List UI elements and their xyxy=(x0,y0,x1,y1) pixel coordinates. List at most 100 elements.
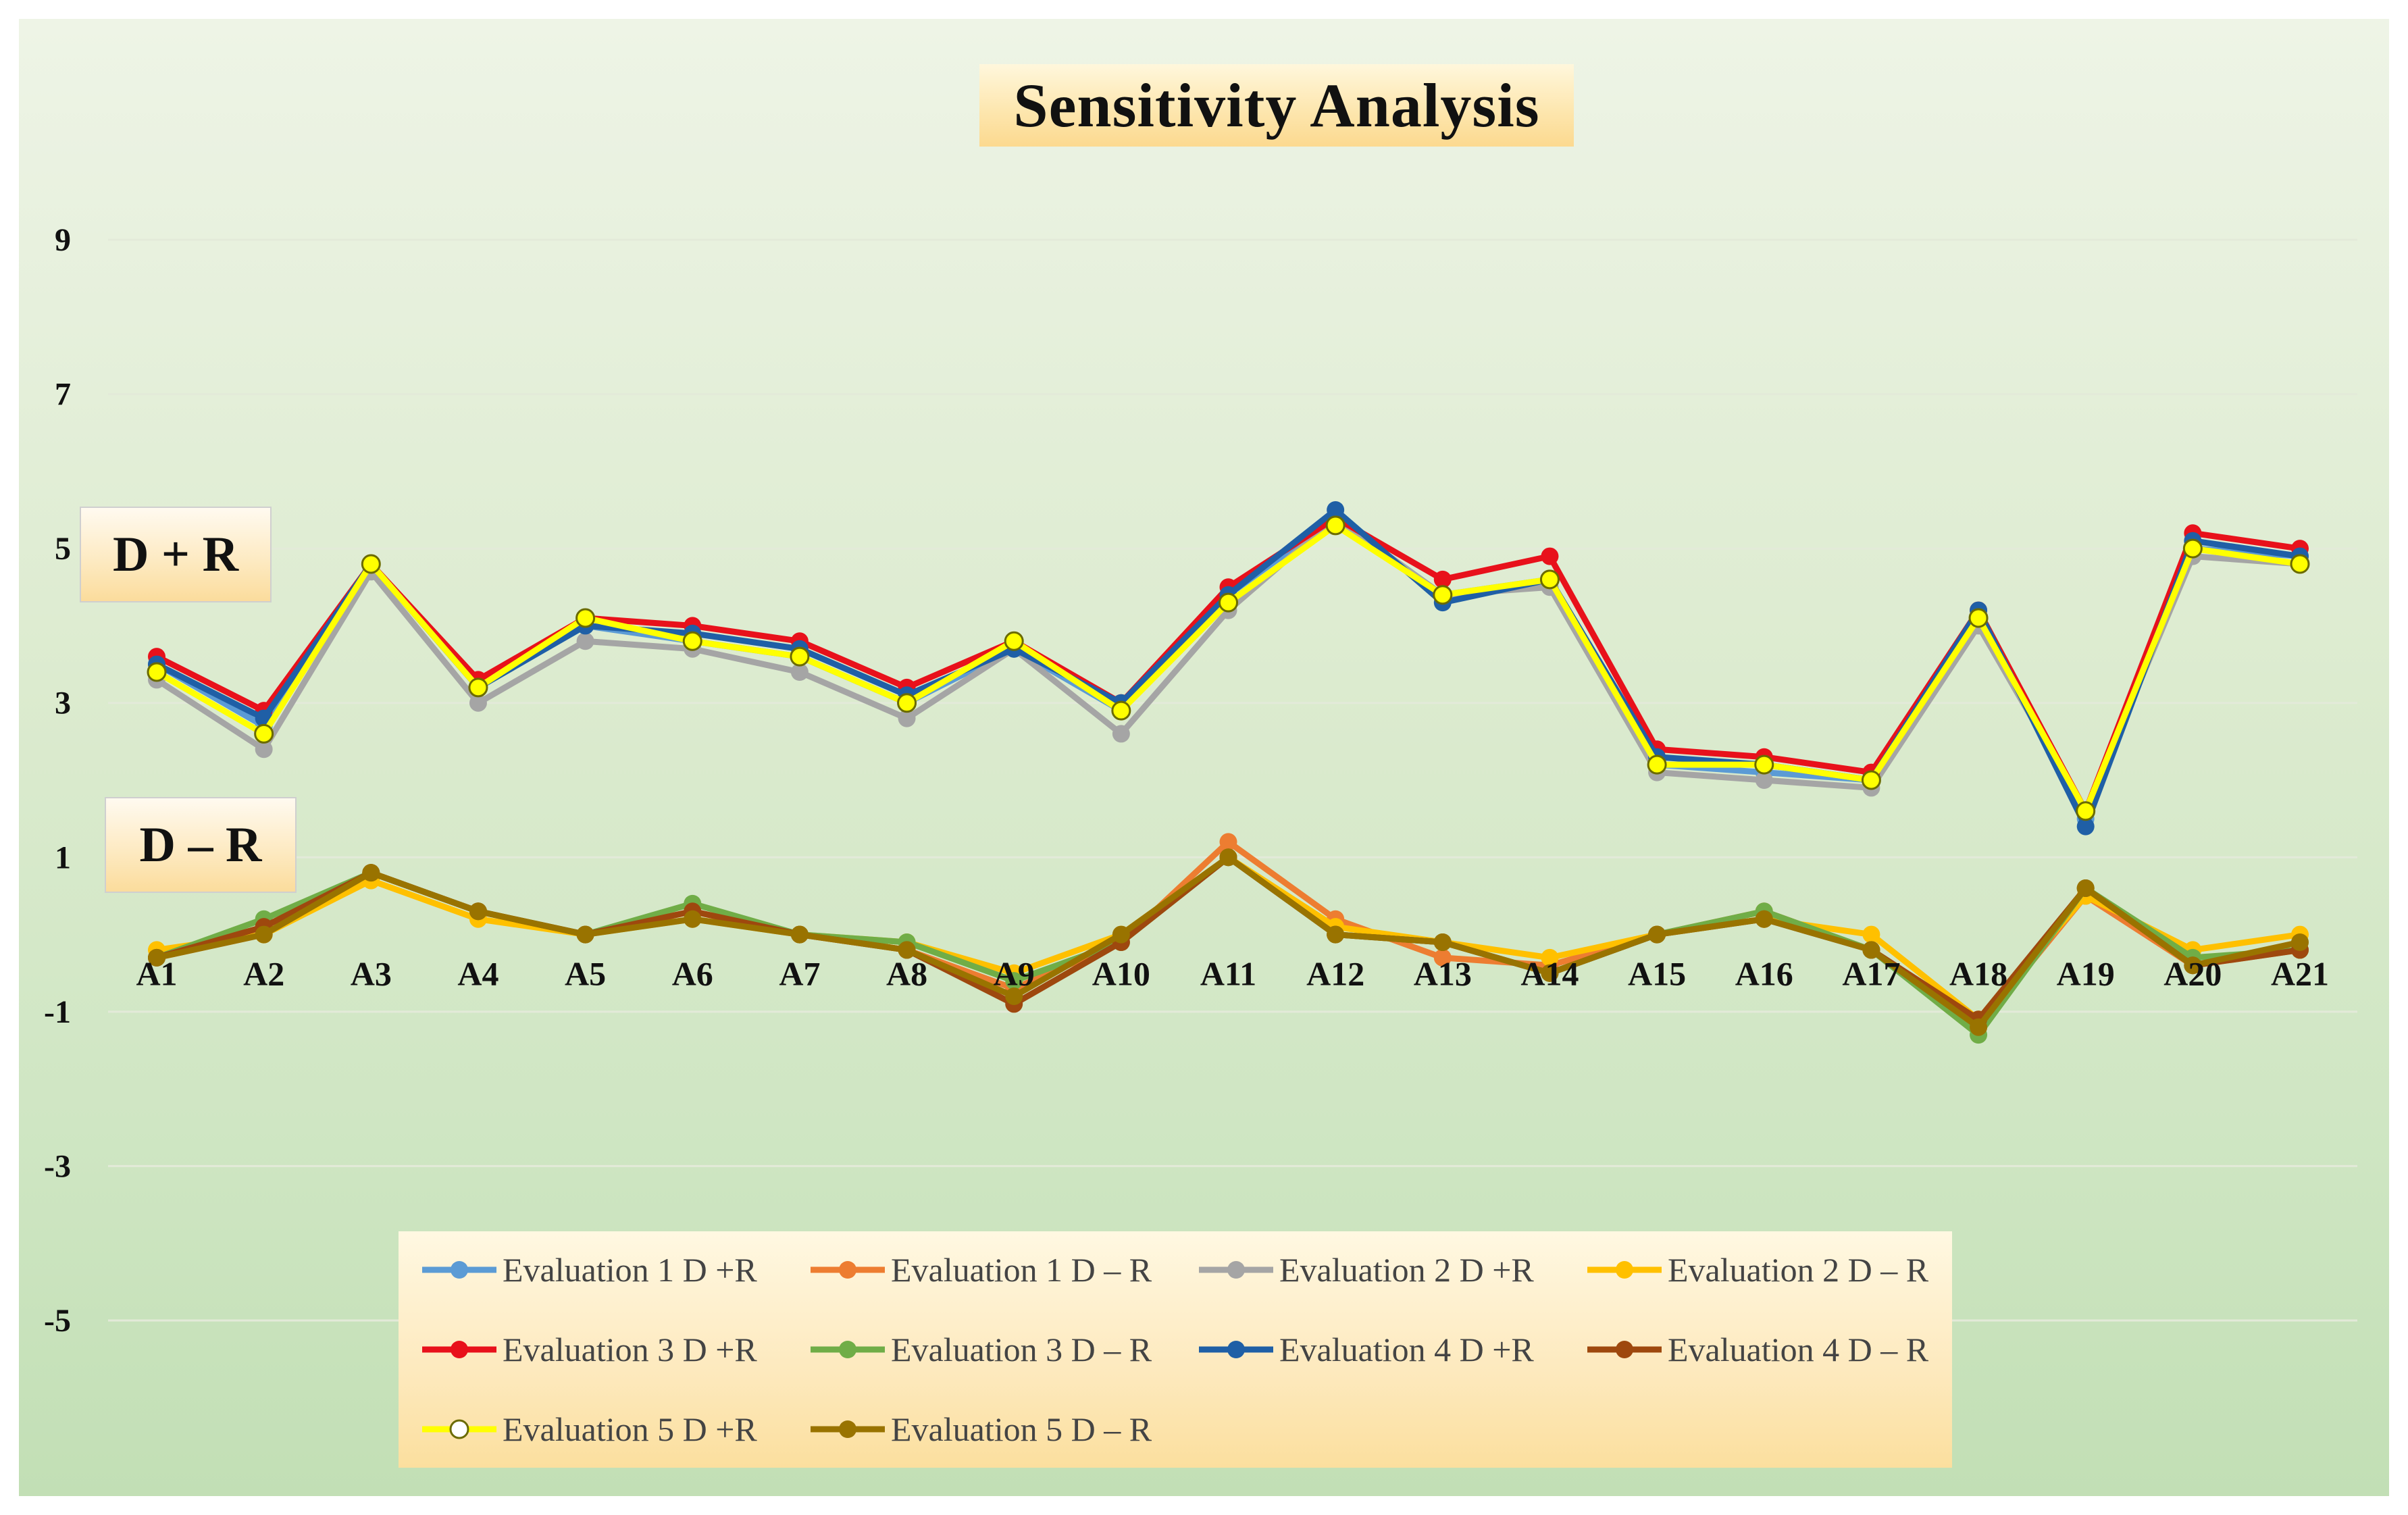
data-point xyxy=(897,693,917,713)
data-point xyxy=(682,631,702,651)
x-tick-label: A18 xyxy=(1949,955,2007,993)
legend-swatch xyxy=(422,1261,496,1279)
data-point xyxy=(1647,754,1667,775)
legend-swatch xyxy=(1199,1341,1273,1358)
legend-label: Evaluation 4 D +R xyxy=(1279,1331,1534,1368)
legend-swatch xyxy=(1587,1261,1662,1279)
legend-item: Evaluation 5 D +R xyxy=(419,1408,757,1451)
legend-item: Evaluation 3 D – R xyxy=(807,1328,1152,1371)
data-point xyxy=(1968,608,1989,628)
data-point xyxy=(1433,933,1452,951)
x-tick-label: A8 xyxy=(886,955,927,993)
data-point xyxy=(2076,817,2095,836)
data-point xyxy=(1541,948,1559,967)
legend-label: Evaluation 1 D +R xyxy=(503,1251,757,1289)
data-point xyxy=(2184,956,2202,975)
data-point xyxy=(1112,925,1130,944)
x-tick-label: A10 xyxy=(1092,955,1150,993)
y-tick-label: 5 xyxy=(55,531,71,567)
legend-swatch xyxy=(811,1420,885,1438)
data-point xyxy=(1970,1018,1988,1036)
x-tick-label: A21 xyxy=(2271,955,2329,993)
data-point xyxy=(575,608,596,628)
legend-label: Evaluation 2 D +R xyxy=(1279,1251,1534,1289)
y-tick-label: 7 xyxy=(55,377,71,413)
data-point xyxy=(1862,925,1880,944)
data-point xyxy=(1541,547,1559,565)
series-line xyxy=(156,854,2301,1023)
data-point xyxy=(1112,725,1130,743)
annotation-dr-plus: D + R xyxy=(80,507,272,602)
data-point xyxy=(1861,770,1881,790)
data-point xyxy=(468,677,488,698)
y-tick-label: 9 xyxy=(55,222,71,258)
data-point xyxy=(255,740,273,759)
series-line xyxy=(156,838,2301,1031)
x-tick-label: A4 xyxy=(457,955,498,993)
data-point xyxy=(148,948,165,967)
series-line xyxy=(156,854,2301,1031)
y-tick-label: -5 xyxy=(44,1303,71,1339)
data-point xyxy=(1327,925,1345,944)
x-tick-label: A12 xyxy=(1306,955,1364,993)
data-point xyxy=(1541,964,1559,982)
series-8 xyxy=(148,848,2309,1029)
legend-item: Evaluation 4 D – R xyxy=(1584,1328,1928,1371)
legend-swatch xyxy=(422,1341,496,1358)
data-point xyxy=(576,925,594,944)
data-point xyxy=(576,632,594,650)
data-point xyxy=(1433,948,1452,967)
data-point xyxy=(2182,538,2203,559)
data-point xyxy=(1433,570,1452,588)
legend-label: Evaluation 1 D – R xyxy=(891,1251,1152,1289)
y-tick-label: 1 xyxy=(55,840,71,875)
x-tick-label: A2 xyxy=(243,955,284,993)
data-point xyxy=(684,910,702,928)
series-line xyxy=(155,514,2301,822)
data-point xyxy=(1219,592,1238,613)
data-point xyxy=(2076,801,2096,821)
data-point xyxy=(2291,933,2309,951)
legend-item: Evaluation 4 D +R xyxy=(1196,1328,1534,1371)
data-point xyxy=(790,663,809,681)
series-1 xyxy=(148,509,2309,828)
series-line xyxy=(155,854,2301,1038)
series-line xyxy=(155,514,2301,815)
data-point xyxy=(361,554,381,574)
x-tick-label: A5 xyxy=(565,955,606,993)
series-10 xyxy=(148,848,2309,1036)
x-tick-label: A1 xyxy=(136,955,177,993)
data-point xyxy=(1327,501,1345,519)
legend-item: Evaluation 1 D +R xyxy=(419,1248,757,1291)
x-tick-label: A14 xyxy=(1520,955,1579,993)
x-tick-label: A9 xyxy=(994,955,1035,993)
data-point xyxy=(362,864,380,882)
data-point xyxy=(1219,848,1237,867)
data-point xyxy=(1648,925,1666,944)
series-line xyxy=(155,854,2301,1023)
x-tick-label: A13 xyxy=(1414,955,1472,993)
data-point xyxy=(254,723,274,744)
legend-label: Evaluation 4 D – R xyxy=(1668,1331,1929,1368)
x-tick-label: A11 xyxy=(1200,955,1256,993)
legend-swatch xyxy=(422,1419,496,1439)
data-point xyxy=(255,925,273,944)
legend-item: Evaluation 5 D – R xyxy=(807,1408,1152,1451)
y-tick-label: -3 xyxy=(44,1148,71,1184)
data-point xyxy=(1325,515,1346,536)
data-point xyxy=(1111,700,1131,721)
data-point xyxy=(1005,987,1023,1005)
data-point xyxy=(1219,833,1237,851)
series-line xyxy=(155,507,2301,830)
data-point xyxy=(147,662,167,682)
x-tick-label: A19 xyxy=(2057,955,2115,993)
y-tick-label: 3 xyxy=(55,686,71,721)
series-5 xyxy=(148,509,2309,820)
legend-label: Evaluation 5 D +R xyxy=(503,1410,757,1448)
legend-label: Evaluation 2 D – R xyxy=(1668,1251,1929,1289)
x-tick-label: A6 xyxy=(672,955,713,993)
legend-label: Evaluation 5 D – R xyxy=(891,1410,1152,1448)
legend-swatch xyxy=(811,1261,885,1279)
data-point xyxy=(1862,941,1880,959)
